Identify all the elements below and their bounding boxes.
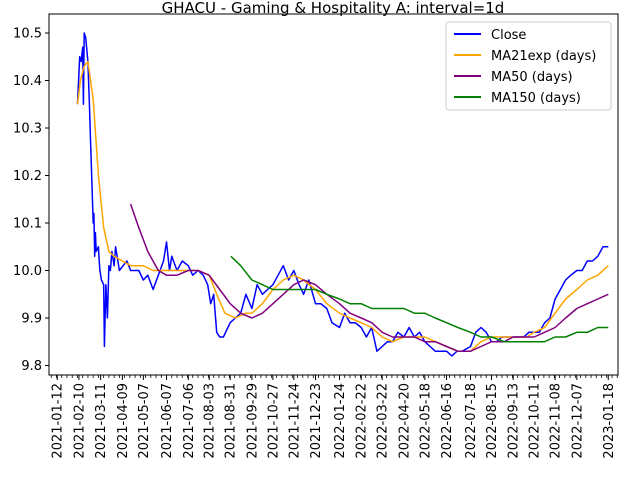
y-tick-label: 10.0 bbox=[13, 264, 42, 279]
chart-title: GHACU - Gaming & Hospitality A: interval… bbox=[162, 0, 505, 17]
x-tick-label: 2021-04-09 bbox=[116, 383, 131, 459]
x-tick-label: 2022-08-15 bbox=[485, 383, 500, 459]
x-axis: 2021-01-12 2021-02-10 2021-03-11 2021-04-09… bbox=[51, 375, 618, 459]
y-tick-label: 10.4 bbox=[13, 74, 42, 89]
legend-label: MA21exp (days) bbox=[491, 49, 596, 64]
x-tick-label: 2022-11-08 bbox=[549, 383, 564, 459]
y-tick-label: 10.2 bbox=[13, 169, 42, 184]
legend-label: Close bbox=[491, 28, 526, 43]
x-tick-label: 2022-03-22 bbox=[376, 383, 391, 459]
x-tick-label: 2021-07-06 bbox=[182, 383, 197, 459]
x-tick-label: 2022-01-24 bbox=[333, 383, 348, 459]
series-line-2 bbox=[129, 203, 609, 352]
x-tick-label: 2021-01-12 bbox=[51, 383, 66, 459]
x-tick-label: 2021-08-03 bbox=[203, 383, 218, 459]
y-tick-label: 9.8 bbox=[21, 359, 42, 374]
legend-box bbox=[445, 21, 612, 111]
y-tick-label: 10.1 bbox=[13, 217, 42, 232]
x-tick-label: 2021-05-07 bbox=[137, 383, 152, 459]
x-tick-label: 2021-02-10 bbox=[72, 383, 87, 459]
x-tick-label: 2022-02-22 bbox=[355, 383, 370, 459]
x-tick-label: 2021-03-11 bbox=[94, 383, 109, 459]
plot-frame bbox=[48, 13, 619, 376]
x-tick-label: 2021-12-23 bbox=[309, 383, 324, 459]
x-tick-label: 2022-12-07 bbox=[570, 383, 585, 459]
legend-label: MA50 (days) bbox=[491, 70, 573, 85]
plot-lines bbox=[76, 32, 609, 357]
legend-label: MA150 (days) bbox=[491, 91, 581, 106]
y-tick-label: 10.5 bbox=[13, 27, 42, 42]
x-tick-label: 2021-08-31 bbox=[224, 383, 239, 459]
x-tick-label: 2023-01-18 bbox=[602, 383, 617, 459]
x-tick-label: 2021-10-27 bbox=[266, 383, 281, 459]
x-tick-label: 2021-06-07 bbox=[160, 383, 175, 459]
x-tick-label: 2022-07-18 bbox=[464, 383, 479, 459]
legend: Close MA21exp (days) MA50 (days) MA150 (day… bbox=[445, 21, 612, 111]
x-tick-label: 2022-10-11 bbox=[528, 383, 543, 459]
y-axis: 9.8 9.9 10.0 10.1 10.2 10.3 10.4 10.5 bbox=[13, 27, 49, 374]
x-tick-label: 2022-04-20 bbox=[397, 383, 412, 459]
x-tick-label: 2022-06-16 bbox=[440, 383, 455, 459]
y-tick-label: 9.9 bbox=[21, 312, 42, 327]
series-line-3 bbox=[230, 255, 609, 343]
y-tick-label: 10.3 bbox=[13, 122, 42, 137]
x-tick-label: 2022-05-18 bbox=[418, 383, 433, 459]
x-tick-label: 2021-09-29 bbox=[245, 383, 260, 459]
x-tick-label: 2022-09-13 bbox=[507, 383, 522, 459]
x-tick-label: 2021-11-24 bbox=[287, 383, 302, 459]
